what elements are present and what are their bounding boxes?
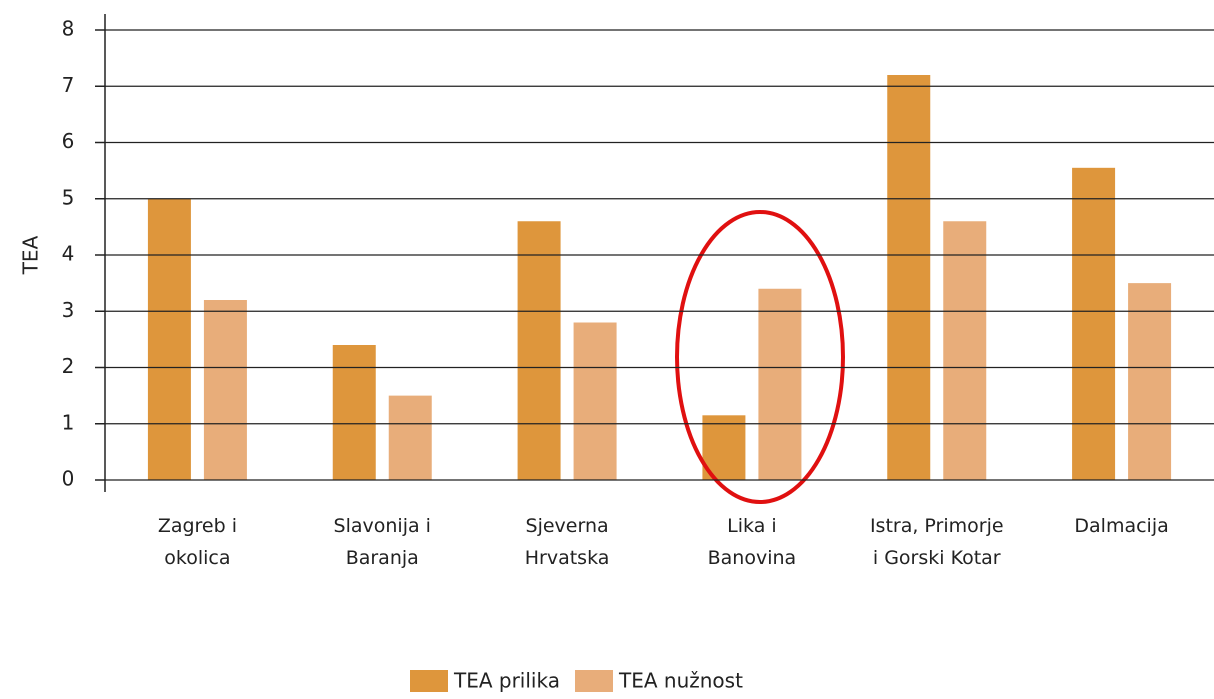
y-tick-label: 0 [62,467,75,491]
bar [332,345,376,480]
bar [758,288,802,480]
x-tick-label: Zagreb i okolica [157,515,237,569]
x-tick-label: Sjeverna Hrvatska [524,515,610,569]
bar [203,300,247,480]
x-tick-label: Dalmacija [1074,515,1169,537]
y-tick-label: 4 [62,242,75,266]
y-tick-label: 2 [62,354,75,378]
legend-swatch [410,670,448,692]
y-tick-label: 3 [62,298,75,322]
bar [573,322,617,480]
x-tick-label: Slavonija i Baranja [333,515,431,569]
bar [1072,167,1116,480]
legend-label: TEA prilika [453,669,560,693]
bar [517,221,561,480]
bar [388,395,432,480]
bar [1128,283,1172,480]
y-tick-label: 5 [62,185,75,209]
legend-label: TEA nužnost [618,669,743,693]
y-axis-label: TEA [19,235,43,275]
y-tick-label: 7 [62,73,75,97]
x-tick-label: Istra, Primorje i Gorski Kotar [869,515,1004,569]
y-tick-label: 8 [62,17,75,41]
bar [887,75,931,480]
y-tick-label: 6 [62,129,75,153]
highlight-ellipse [675,210,845,504]
bar [147,198,191,480]
x-tick-label: Lika i Banovina [707,515,797,569]
y-tick-label: 1 [62,410,75,434]
bar [943,221,987,480]
legend-swatch [575,670,613,692]
